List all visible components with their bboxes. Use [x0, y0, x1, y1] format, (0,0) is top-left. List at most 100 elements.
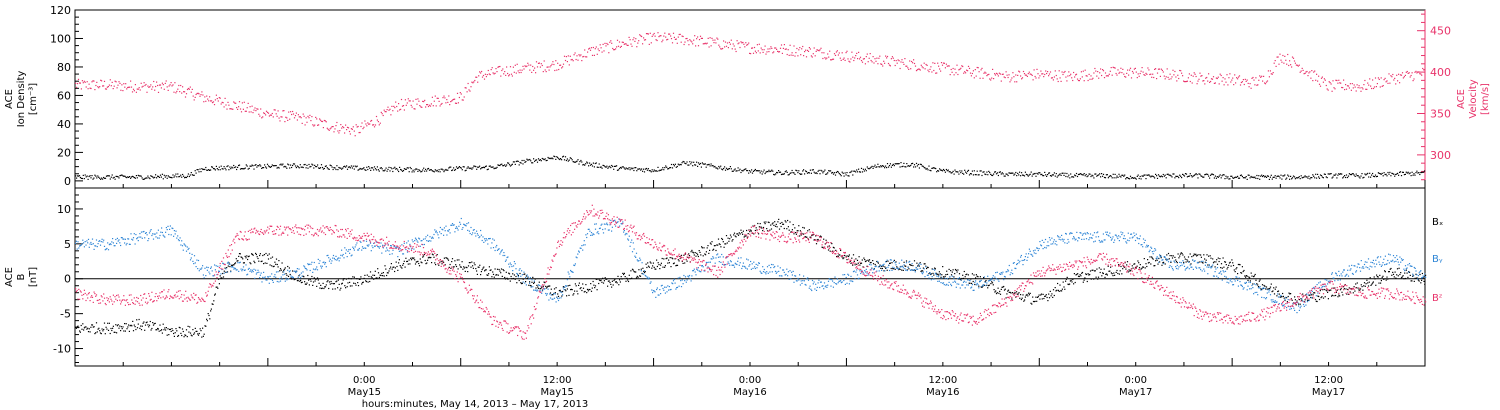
velocity-point: [812, 53, 814, 55]
bx-point: [445, 257, 447, 259]
density-point: [310, 165, 312, 168]
bx-point: [140, 329, 143, 331]
density-point: [746, 170, 748, 172]
density-point: [807, 172, 810, 174]
velocity-point: [846, 50, 848, 52]
by-point: [101, 238, 103, 240]
bx-point: [865, 260, 867, 262]
density-point: [438, 169, 440, 171]
bx-point: [640, 268, 642, 270]
bx-point: [406, 260, 408, 263]
by-point: [269, 275, 271, 277]
velocity-point: [1017, 74, 1019, 76]
density-point: [1268, 178, 1270, 180]
bx-point: [1098, 267, 1100, 269]
density-point: [792, 172, 794, 174]
velocity-point: [102, 85, 104, 87]
density-point: [1037, 173, 1039, 175]
density-point: [278, 167, 280, 169]
bx-point: [1391, 274, 1393, 276]
velocity-point: [1060, 80, 1062, 82]
bx-point: [220, 277, 222, 279]
by-point: [98, 240, 100, 242]
velocity-point: [1390, 75, 1392, 77]
bx-point: [182, 330, 184, 333]
density-point: [523, 159, 525, 162]
velocity-point: [850, 58, 852, 60]
density-point: [340, 167, 342, 169]
velocity-point: [114, 80, 116, 82]
density-point: [1098, 174, 1100, 176]
density-point: [496, 166, 498, 168]
velocity-point: [798, 49, 800, 51]
velocity-point: [926, 64, 928, 66]
density-point: [479, 165, 481, 167]
velocity-point: [1323, 78, 1325, 80]
velocity-point: [596, 53, 598, 55]
density-point: [1105, 174, 1107, 176]
bx-point: [1253, 276, 1255, 278]
density-point: [416, 168, 418, 170]
by-point: [286, 279, 288, 281]
velocity-point: [1019, 71, 1021, 73]
density-point: [1178, 177, 1180, 179]
velocity-point: [306, 121, 308, 123]
density-point: [431, 170, 433, 172]
velocity-point: [152, 86, 154, 88]
velocity-point: [332, 126, 334, 128]
density-point: [161, 173, 163, 175]
velocity-point: [1097, 71, 1099, 73]
velocity-point: [979, 77, 981, 79]
bx-point: [529, 284, 531, 287]
velocity-point: [959, 68, 961, 70]
density-point: [1423, 171, 1425, 173]
by-point: [357, 249, 360, 251]
velocity-point: [1381, 85, 1383, 87]
by-point: [188, 247, 190, 249]
bx-point: [972, 280, 974, 283]
density-point: [1265, 176, 1268, 178]
velocity-point: [523, 68, 525, 70]
bx-point: [1261, 284, 1264, 286]
density-point: [274, 165, 276, 167]
bx-point: [966, 273, 968, 275]
density-point: [748, 172, 750, 174]
bx-point: [581, 289, 583, 292]
bx-point: [835, 249, 837, 251]
velocity-point: [837, 54, 839, 56]
velocity-point: [618, 41, 621, 43]
density-point: [283, 166, 285, 168]
velocity-point: [1122, 68, 1124, 70]
density-point: [533, 158, 535, 160]
velocity-point: [1333, 87, 1335, 89]
density-point: [99, 177, 101, 179]
density-point: [223, 166, 225, 168]
by-point: [163, 235, 165, 237]
by-point: [151, 234, 153, 237]
bx-point: [770, 224, 772, 226]
by-point: [293, 270, 295, 272]
velocity-point: [256, 108, 258, 110]
bx-point: [379, 274, 381, 276]
bx-point: [341, 283, 343, 285]
velocity-point: [397, 110, 399, 112]
density-point: [149, 178, 151, 180]
bx-point: [623, 272, 625, 274]
bx-point: [1339, 295, 1341, 297]
bx-point: [1423, 280, 1425, 282]
bx-point: [948, 268, 950, 270]
density-point: [928, 165, 930, 167]
density-point: [132, 176, 135, 178]
by-point: [401, 244, 403, 246]
density-point: [577, 159, 579, 161]
velocity-point: [436, 97, 438, 99]
velocity-point: [443, 95, 445, 97]
bx-point: [693, 254, 695, 256]
bx-point: [140, 325, 142, 327]
bx-point: [664, 266, 666, 268]
density-point: [426, 170, 428, 172]
bx-point: [1049, 290, 1051, 292]
density-point: [1075, 175, 1077, 177]
density-point: [1015, 171, 1017, 174]
bx-point: [877, 262, 879, 264]
